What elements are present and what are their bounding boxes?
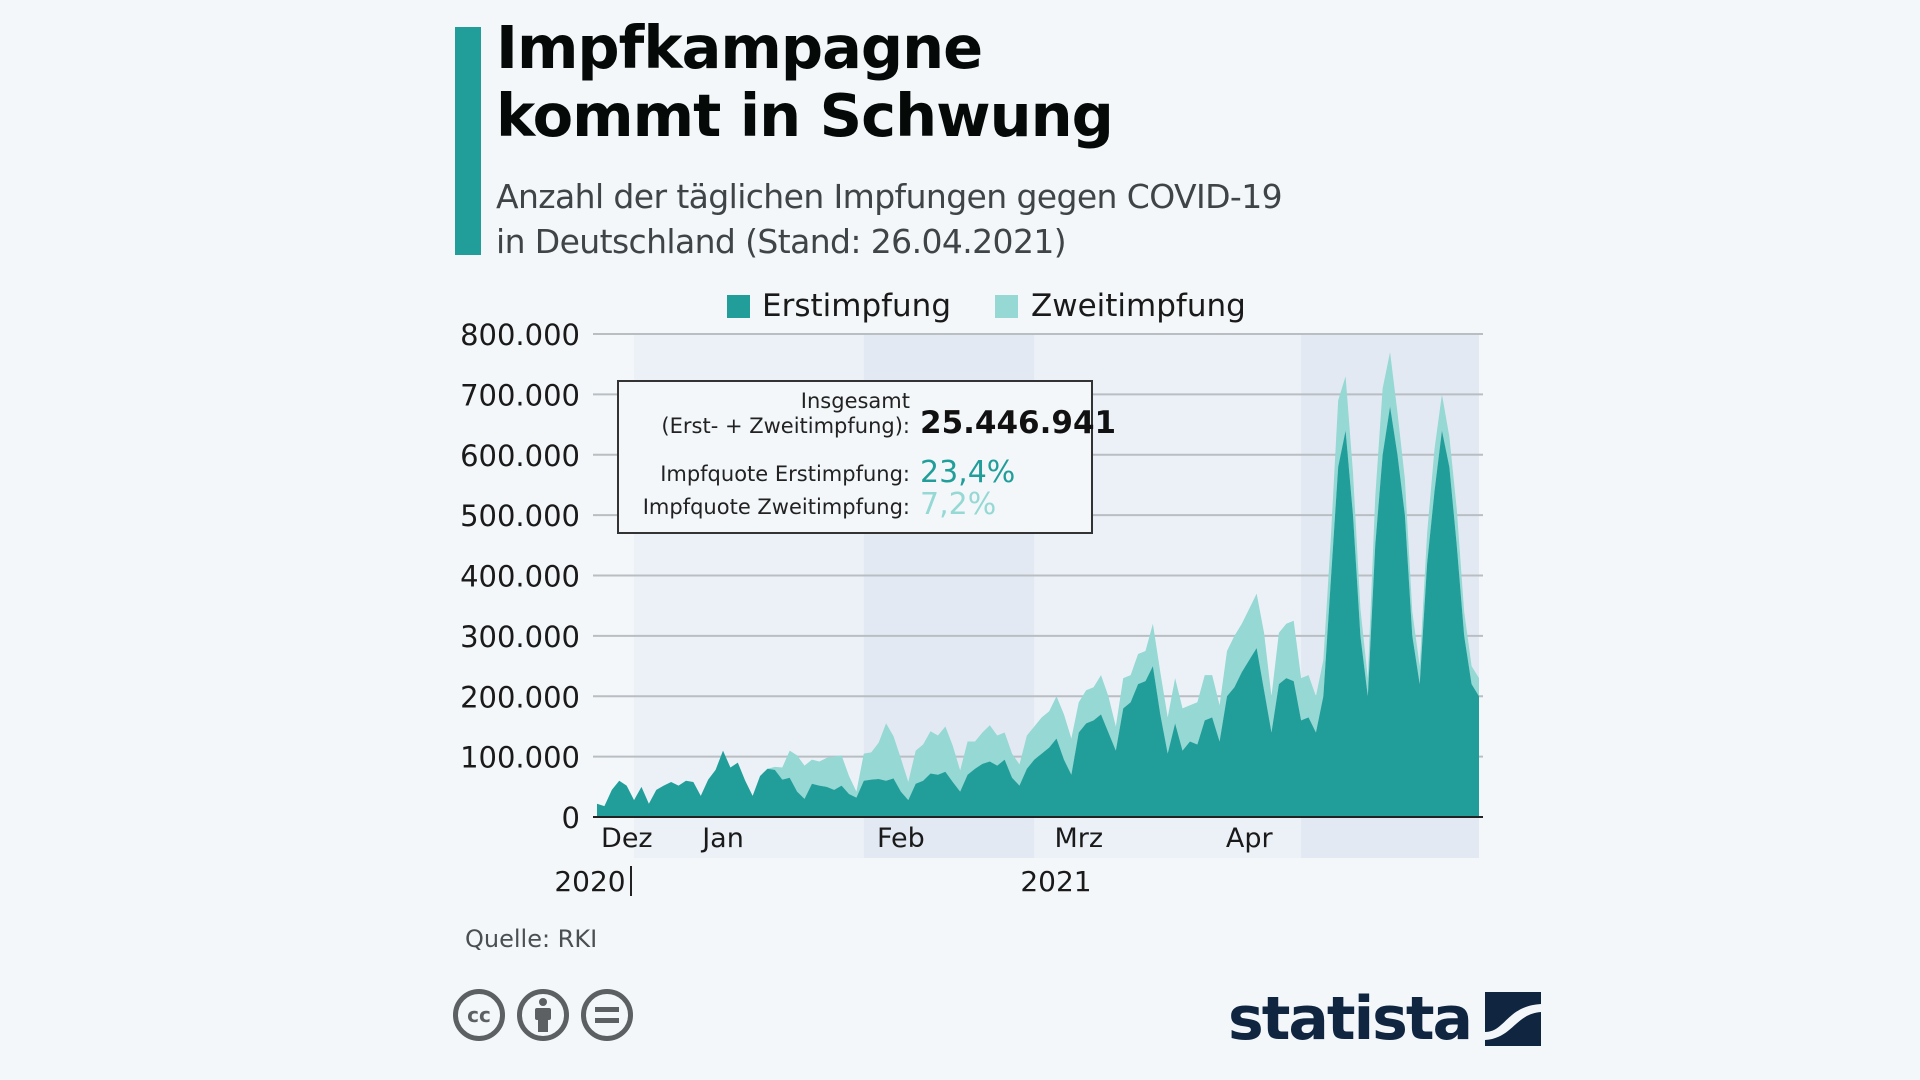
- source-note: Quelle: RKI: [465, 925, 598, 953]
- legend-swatch-erstimpfung: [727, 295, 750, 318]
- info-total-label-2: (Erst- + Zweitimpfung):: [661, 414, 910, 438]
- x-tick-label: Feb: [877, 823, 925, 854]
- no-derivatives-icon[interactable]: [581, 989, 633, 1041]
- x-tick-label: Jan: [700, 823, 744, 854]
- year-label: 2021: [1020, 865, 1091, 898]
- y-tick-label: 0: [562, 801, 580, 835]
- legend-label-erstimpfung: Erstimpfung: [762, 288, 951, 324]
- title-line-1: Impfkampagne: [496, 13, 983, 82]
- year-label: 2020: [554, 865, 625, 898]
- info-total-label-1: Insgesamt: [801, 389, 910, 413]
- subtitle: Anzahl der täglichen Impfungen gegen COV…: [496, 174, 1283, 264]
- chart-areas: [597, 352, 1479, 817]
- y-tick-label: 800.000: [460, 318, 580, 352]
- axes: Dez Jan Feb Mrz Apr 2020 2021: [554, 816, 1483, 898]
- y-tick-label: 200.000: [460, 680, 580, 714]
- x-tick-label: Dez: [601, 823, 653, 854]
- legend-swatch-zweitimpfung: [995, 295, 1018, 318]
- statista-logo-icon: [1485, 992, 1542, 1046]
- x-tick-label: Apr: [1226, 823, 1274, 854]
- info-quote-erst-value: 23,4%: [920, 455, 1015, 490]
- title-accent-bar: [455, 27, 481, 255]
- subtitle-line-2: in Deutschland (Stand: 26.04.2021): [496, 222, 1067, 261]
- page-title: Impfkampagne kommt in Schwung: [496, 13, 1114, 150]
- y-tick-label: 600.000: [460, 439, 580, 473]
- area-zweitimpfung: [597, 352, 1479, 807]
- y-tick-label: 400.000: [460, 560, 580, 594]
- y-tick-label: 100.000: [460, 741, 580, 775]
- legend-label-zweitimpfung: Zweitimpfung: [1031, 288, 1246, 324]
- license-icons: cc: [453, 989, 633, 1041]
- info-total-value: 25.446.941: [920, 405, 1116, 441]
- info-quote-zweit-label: Impfquote Zweitimpfung:: [643, 495, 910, 519]
- info-box: Insgesamt (Erst- + Zweitimpfung): 25.446…: [617, 380, 1116, 534]
- x-tick-label: Mrz: [1054, 823, 1103, 854]
- y-tick-label: 300.000: [460, 620, 580, 654]
- subtitle-line-1: Anzahl der täglichen Impfungen gegen COV…: [496, 177, 1283, 216]
- info-quote-erst-label: Impfquote Erstimpfung:: [660, 462, 910, 486]
- y-tick-label: 700.000: [460, 378, 580, 412]
- y-tick-label: 500.000: [460, 499, 580, 533]
- attribution-icon[interactable]: [517, 989, 569, 1041]
- logo-text: statista: [1228, 984, 1473, 1054]
- info-box-frame: [617, 380, 1093, 534]
- statista-logo[interactable]: statista: [1228, 984, 1542, 1054]
- cc-icon[interactable]: cc: [453, 989, 505, 1041]
- info-quote-zweit-value: 7,2%: [920, 487, 996, 522]
- area-erstimpfung: [597, 406, 1479, 817]
- legend: Erstimpfung Zweitimpfung: [727, 288, 1246, 324]
- title-line-2: kommt in Schwung: [496, 81, 1114, 150]
